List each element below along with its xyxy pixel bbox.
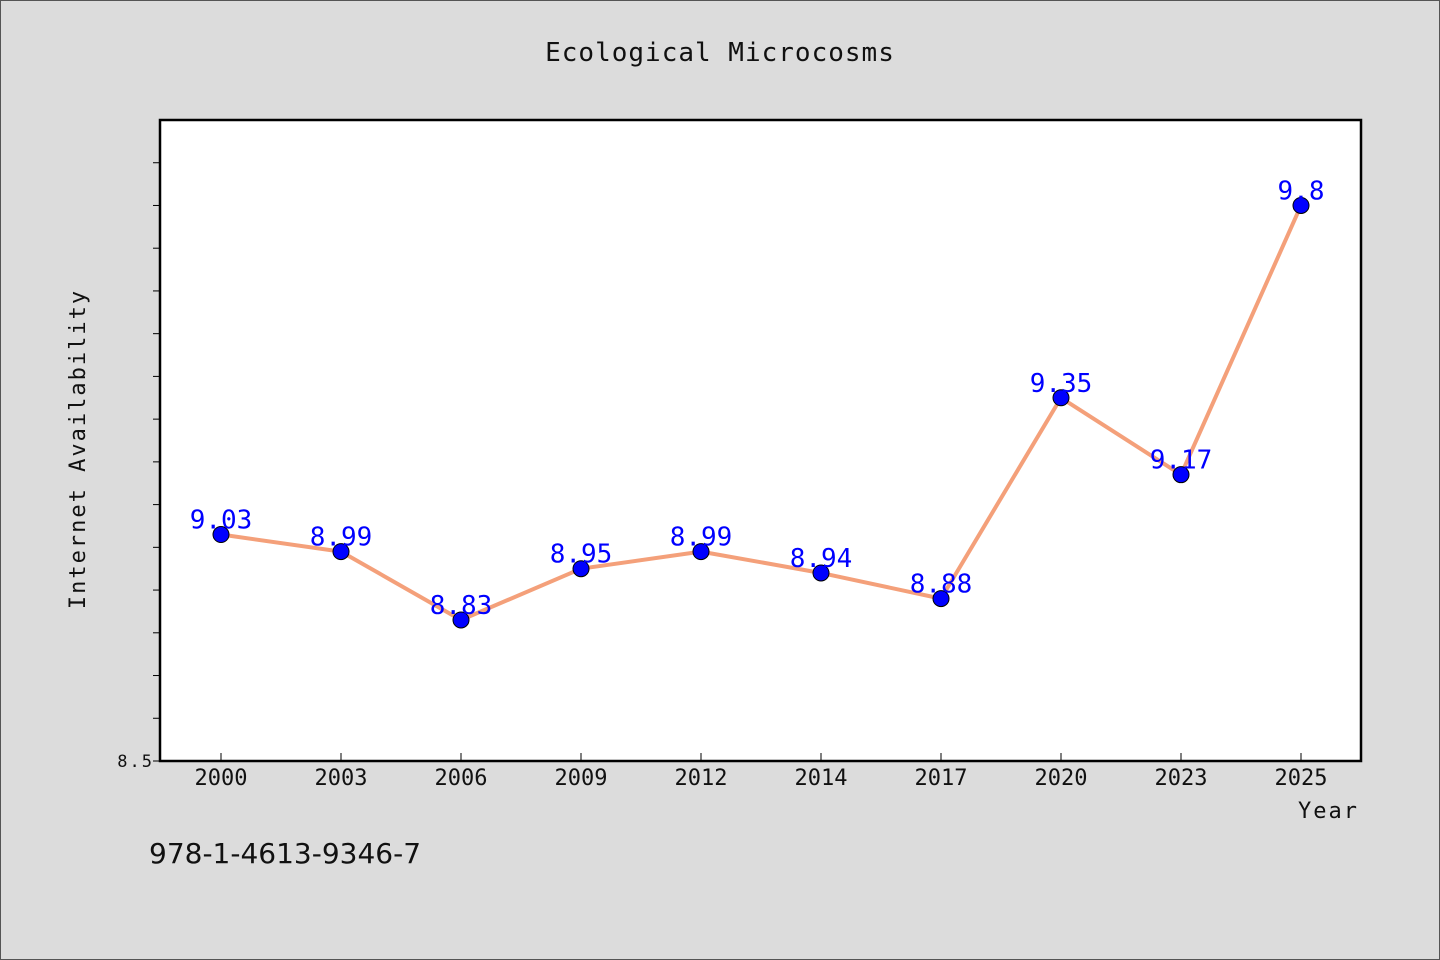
x-tick-label: 2006: [435, 766, 488, 791]
x-tick-label: 2009: [555, 766, 608, 791]
data-point-marker: [692, 543, 710, 561]
data-point-marker: [1052, 389, 1070, 407]
data-label: 8.99: [310, 523, 373, 553]
series-line: [220, 204, 1303, 622]
data-labels: 9.03 8.99 8.83 8.95 8.99 8.94 8.88 9.35 9.17 9.8: [190, 176, 1325, 621]
data-point-marker: [332, 543, 350, 561]
x-tick-label: 2020: [1035, 766, 1088, 791]
data-point-marker: [452, 611, 470, 629]
data-label: 9.8: [1278, 176, 1325, 206]
data-point-marker: [1292, 196, 1310, 214]
x-tick-label: 2003: [315, 766, 368, 791]
data-label: 8.94: [790, 544, 853, 574]
x-tick-label: 2012: [675, 766, 728, 791]
data-label: 8.83: [430, 591, 493, 621]
data-point-marker: [932, 590, 950, 608]
y-tick-label: 8.5: [117, 752, 154, 772]
series-line-group: [220, 204, 1303, 622]
data-label: 8.88: [910, 570, 973, 600]
x-tick-label: 2025: [1275, 766, 1328, 791]
data-point-marker: [212, 526, 230, 544]
x-axis: 2000 2003 2006 2009 2012 2014 2017 2020 2023 2025: [195, 753, 1328, 791]
data-label: 9.35: [1030, 369, 1093, 399]
data-point-marker: [1172, 466, 1190, 484]
x-tick-label: 2023: [1155, 766, 1208, 791]
data-label: 8.95: [550, 540, 613, 570]
plot-area: [158, 118, 1363, 763]
series-markers: [212, 196, 1310, 629]
x-tick-label: 2000: [195, 766, 248, 791]
footer-isbn: 978-1-4613-9346-7: [149, 837, 421, 870]
data-label: 9.03: [190, 506, 253, 536]
data-point-marker: [812, 564, 830, 582]
y-axis-label: Internet Availability: [66, 289, 91, 609]
data-label: 8.99: [670, 523, 733, 553]
x-tick-label: 2014: [795, 766, 848, 791]
y-axis: 8.5: [117, 162, 160, 772]
chart-title: Ecological Microcosms: [545, 38, 895, 68]
data-label: 9.17: [1150, 446, 1213, 476]
x-tick-label: 2017: [915, 766, 968, 791]
x-axis-label: Year: [1298, 799, 1359, 824]
data-point-marker: [572, 560, 590, 578]
